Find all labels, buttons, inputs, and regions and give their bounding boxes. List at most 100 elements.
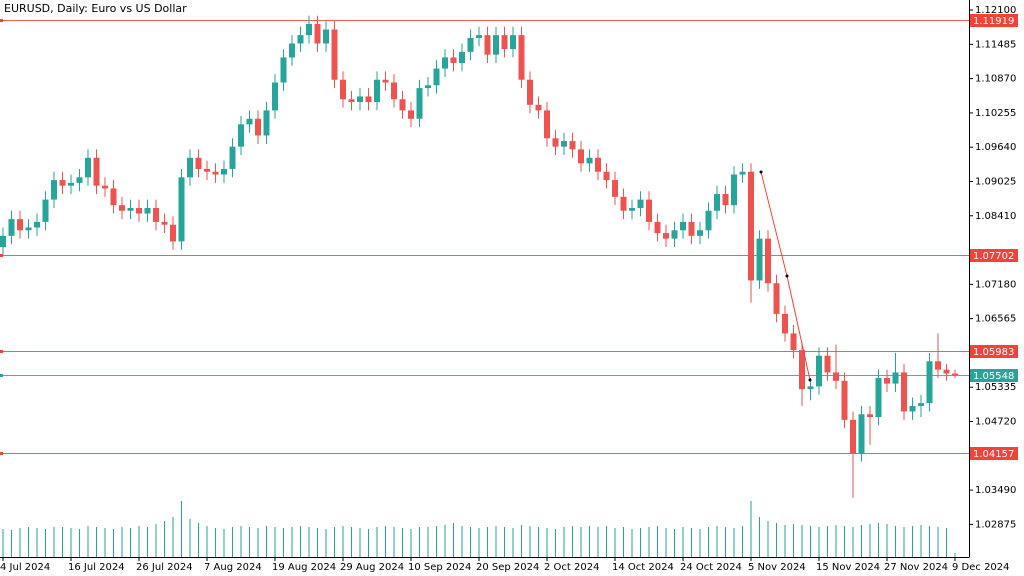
candle-body: [467, 37, 474, 52]
candle-body: [170, 224, 176, 242]
candle-body: [722, 194, 729, 206]
candle-body: [620, 196, 627, 211]
y-tick-label: 1.09025: [975, 176, 1016, 187]
level-marker: [0, 254, 3, 257]
candle-body: [459, 51, 465, 64]
x-tick-label: 7 Aug 2024: [204, 562, 262, 573]
x-tick-label: 4 Jul 2024: [0, 562, 50, 573]
candle-body: [161, 221, 168, 225]
y-tick-label: 1.09640: [975, 142, 1016, 153]
candle-body: [365, 96, 372, 103]
candle-body: [952, 373, 958, 376]
candle-body: [765, 238, 771, 284]
level-marker: [0, 452, 3, 455]
y-tick-label: 1.05335: [975, 382, 1016, 393]
candle-body: [17, 219, 23, 231]
candle-body: [850, 419, 856, 454]
chart-title: EURUSD, Daily: Euro vs US Dollar: [4, 2, 187, 15]
candle-body: [527, 79, 533, 105]
candle-body: [756, 238, 763, 281]
candle-body: [136, 207, 142, 214]
level-label: 1.04157: [973, 449, 1014, 460]
candle-body: [476, 35, 482, 38]
candle-body: [875, 378, 882, 418]
candle-body: [510, 35, 516, 50]
candle-body: [357, 96, 363, 103]
candle-body: [501, 35, 508, 50]
candle-body: [289, 43, 295, 58]
candle-body: [663, 233, 669, 239]
y-tick-label: 1.03490: [975, 485, 1016, 496]
candle-body: [654, 221, 661, 234]
candle-body: [646, 199, 652, 222]
candle-body: [518, 35, 525, 80]
x-tick-label: 29 Aug 2024: [340, 562, 404, 573]
candle-body: [739, 171, 746, 175]
plot-area: [0, 15, 969, 557]
level-label-box: [970, 345, 1018, 358]
candle-body: [680, 221, 686, 231]
candle-body: [629, 207, 635, 211]
y-tick-label: 1.02875: [975, 519, 1016, 530]
candle-body: [425, 85, 431, 89]
candle-body: [229, 146, 236, 169]
candle-body: [748, 171, 754, 281]
candle-body: [484, 35, 491, 55]
candle-body: [348, 99, 355, 103]
level-label-box: [970, 447, 1018, 460]
candle-body: [416, 88, 423, 119]
candle-body: [926, 361, 933, 404]
candle-body: [578, 149, 584, 164]
candle-body: [8, 219, 15, 236]
candle-body: [552, 138, 559, 147]
level-label-box: [970, 249, 1018, 262]
candle-body: [714, 194, 720, 211]
candle-body: [204, 168, 210, 172]
x-tick-label: 10 Sep 2024: [408, 562, 471, 573]
candle-body: [544, 110, 550, 139]
candle-body: [637, 199, 644, 208]
level-label: 1.05548: [973, 371, 1014, 382]
candle-body: [68, 182, 74, 186]
candle-body: [340, 79, 346, 100]
candle-body: [892, 372, 899, 384]
candle-body: [85, 157, 91, 178]
candle-body: [408, 110, 414, 119]
candle-body: [119, 205, 125, 211]
candle-body: [586, 157, 593, 164]
candle-body: [731, 174, 737, 206]
level-label: 1.11919: [973, 16, 1014, 27]
candle-body: [110, 188, 117, 206]
candle-body: [433, 68, 440, 86]
candle-body: [603, 171, 610, 181]
candle-body: [212, 171, 219, 175]
level-label-box: [970, 369, 1018, 382]
candle-body: [943, 369, 950, 374]
candle-body: [178, 177, 185, 242]
candle-body: [195, 157, 202, 169]
candle-body: [374, 79, 380, 103]
y-tick-label: 1.08410: [975, 211, 1016, 222]
candle-body: [450, 57, 457, 64]
candle-body: [323, 29, 329, 44]
y-tick-label: 1.06565: [975, 314, 1016, 325]
candle-body: [773, 283, 780, 314]
x-tick-label: 26 Jul 2024: [136, 562, 193, 573]
candle-body: [782, 313, 788, 334]
x-tick-label: 27 Nov 2024: [884, 562, 948, 573]
candle-body: [153, 207, 159, 222]
y-tick-label: 1.10255: [975, 108, 1016, 119]
candle-body: [34, 221, 40, 228]
x-tick-label: 24 Oct 2024: [680, 562, 742, 573]
candle-body: [697, 230, 703, 236]
candle-body: [280, 57, 287, 83]
candle-body: [246, 118, 253, 125]
x-tick-label: 2 Oct 2024: [544, 562, 599, 573]
candle-body: [612, 180, 618, 197]
x-tick-label: 15 Nov 2024: [816, 562, 880, 573]
y-tick-label: 1.04720: [975, 417, 1016, 428]
x-tick-label: 14 Oct 2024: [612, 562, 674, 573]
candle-body: [595, 157, 601, 172]
